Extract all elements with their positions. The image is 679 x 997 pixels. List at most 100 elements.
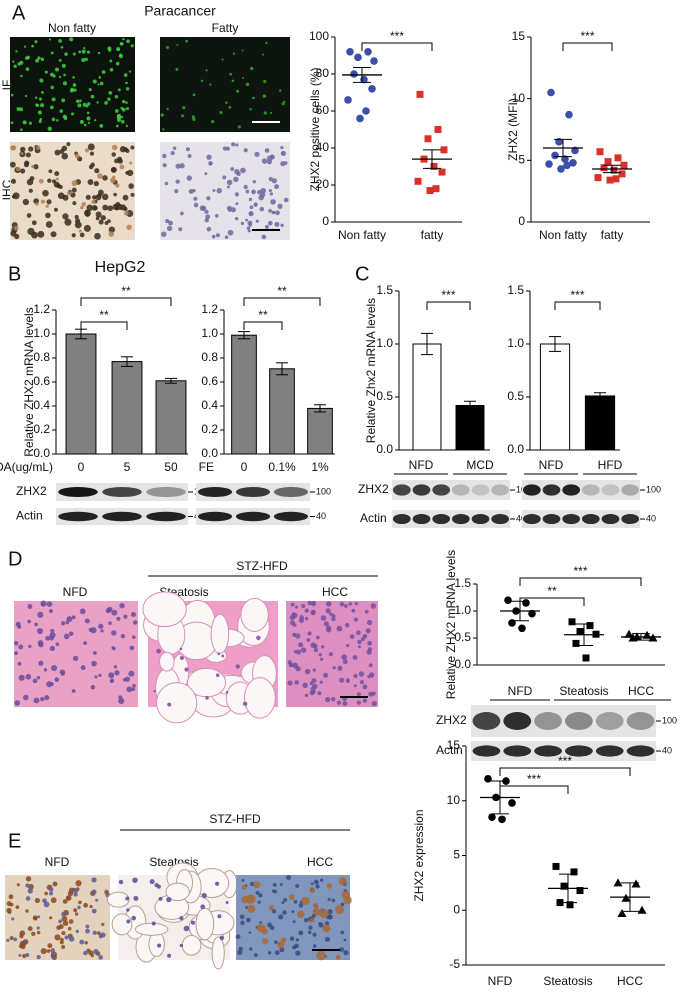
texture <box>126 39 130 44</box>
texture <box>111 144 118 151</box>
texture <box>94 168 100 174</box>
texture <box>175 163 181 169</box>
micrograph <box>14 601 138 707</box>
texture <box>226 185 230 189</box>
texture <box>193 202 199 208</box>
blot <box>471 705 656 737</box>
texture <box>40 199 45 204</box>
texture <box>35 58 39 63</box>
texture <box>61 621 66 626</box>
texture <box>85 194 91 200</box>
texture <box>64 218 72 226</box>
texture <box>91 660 97 667</box>
texture <box>23 694 29 701</box>
texture <box>102 175 108 181</box>
texture <box>82 102 87 107</box>
texture <box>58 924 64 930</box>
texture <box>300 647 307 653</box>
texture <box>128 670 135 677</box>
data-point <box>610 166 618 174</box>
texture <box>326 883 333 889</box>
texture <box>292 945 297 950</box>
texture <box>71 112 75 116</box>
texture <box>31 44 35 48</box>
texture <box>274 184 280 190</box>
texture <box>77 905 81 910</box>
panel-label: B <box>8 263 21 285</box>
data-point <box>362 107 370 115</box>
data-point <box>561 155 569 163</box>
texture <box>13 64 17 68</box>
blot-band <box>601 484 620 496</box>
texture <box>235 934 241 940</box>
texture <box>71 187 77 193</box>
texture <box>62 213 69 220</box>
texture <box>236 89 240 93</box>
texture <box>118 697 125 705</box>
texture <box>319 908 329 919</box>
y-tick-label: 1.5 <box>507 283 524 297</box>
texture <box>67 191 72 196</box>
texture <box>226 179 233 186</box>
texture <box>249 947 253 951</box>
texture <box>199 205 206 211</box>
image-label: NFD <box>45 855 70 869</box>
texture <box>28 188 33 193</box>
texture <box>97 51 101 55</box>
texture <box>292 623 297 627</box>
panel-label: D <box>8 548 22 570</box>
texture <box>185 147 190 152</box>
data-point <box>488 813 496 821</box>
texture <box>25 896 31 901</box>
texture <box>85 924 90 929</box>
texture <box>40 697 45 702</box>
texture <box>123 73 128 77</box>
texture <box>40 103 45 108</box>
data-point <box>586 622 594 630</box>
mw-label: 40 <box>662 745 672 755</box>
texture <box>241 884 247 890</box>
significance-bracket <box>80 297 172 306</box>
data-point <box>576 628 584 636</box>
texture <box>27 604 33 609</box>
texture <box>270 199 276 205</box>
data-point <box>624 629 634 638</box>
texture <box>201 893 207 899</box>
texture <box>292 662 298 669</box>
texture <box>215 233 221 238</box>
texture <box>181 935 202 956</box>
texture <box>352 655 358 660</box>
texture <box>106 891 130 908</box>
bar <box>307 407 333 455</box>
texture <box>123 147 129 152</box>
bar <box>455 404 485 451</box>
texture <box>126 919 131 924</box>
y-tick-label: 1.0 <box>507 336 524 350</box>
texture <box>259 921 262 924</box>
texture <box>122 677 127 682</box>
y-axis-label: ZHX2 (MFI) <box>506 98 520 161</box>
data-point <box>426 187 434 195</box>
blot-band <box>534 745 562 757</box>
texture <box>28 644 32 649</box>
blot-band <box>522 513 541 525</box>
texture <box>22 120 27 125</box>
blot-band <box>273 511 309 522</box>
texture <box>31 931 36 936</box>
texture <box>204 172 208 176</box>
texture <box>249 108 252 111</box>
blot-band <box>432 484 451 496</box>
bar <box>65 333 97 455</box>
texture <box>371 700 377 707</box>
texture <box>344 622 350 628</box>
mw-label: 40 <box>316 511 326 521</box>
texture <box>232 52 236 55</box>
texture <box>98 219 104 225</box>
texture <box>94 232 101 240</box>
texture <box>253 953 258 957</box>
blot-band <box>58 511 98 522</box>
y-tick-label: 1.5 <box>376 283 393 297</box>
texture <box>27 888 33 894</box>
texture <box>312 932 317 937</box>
